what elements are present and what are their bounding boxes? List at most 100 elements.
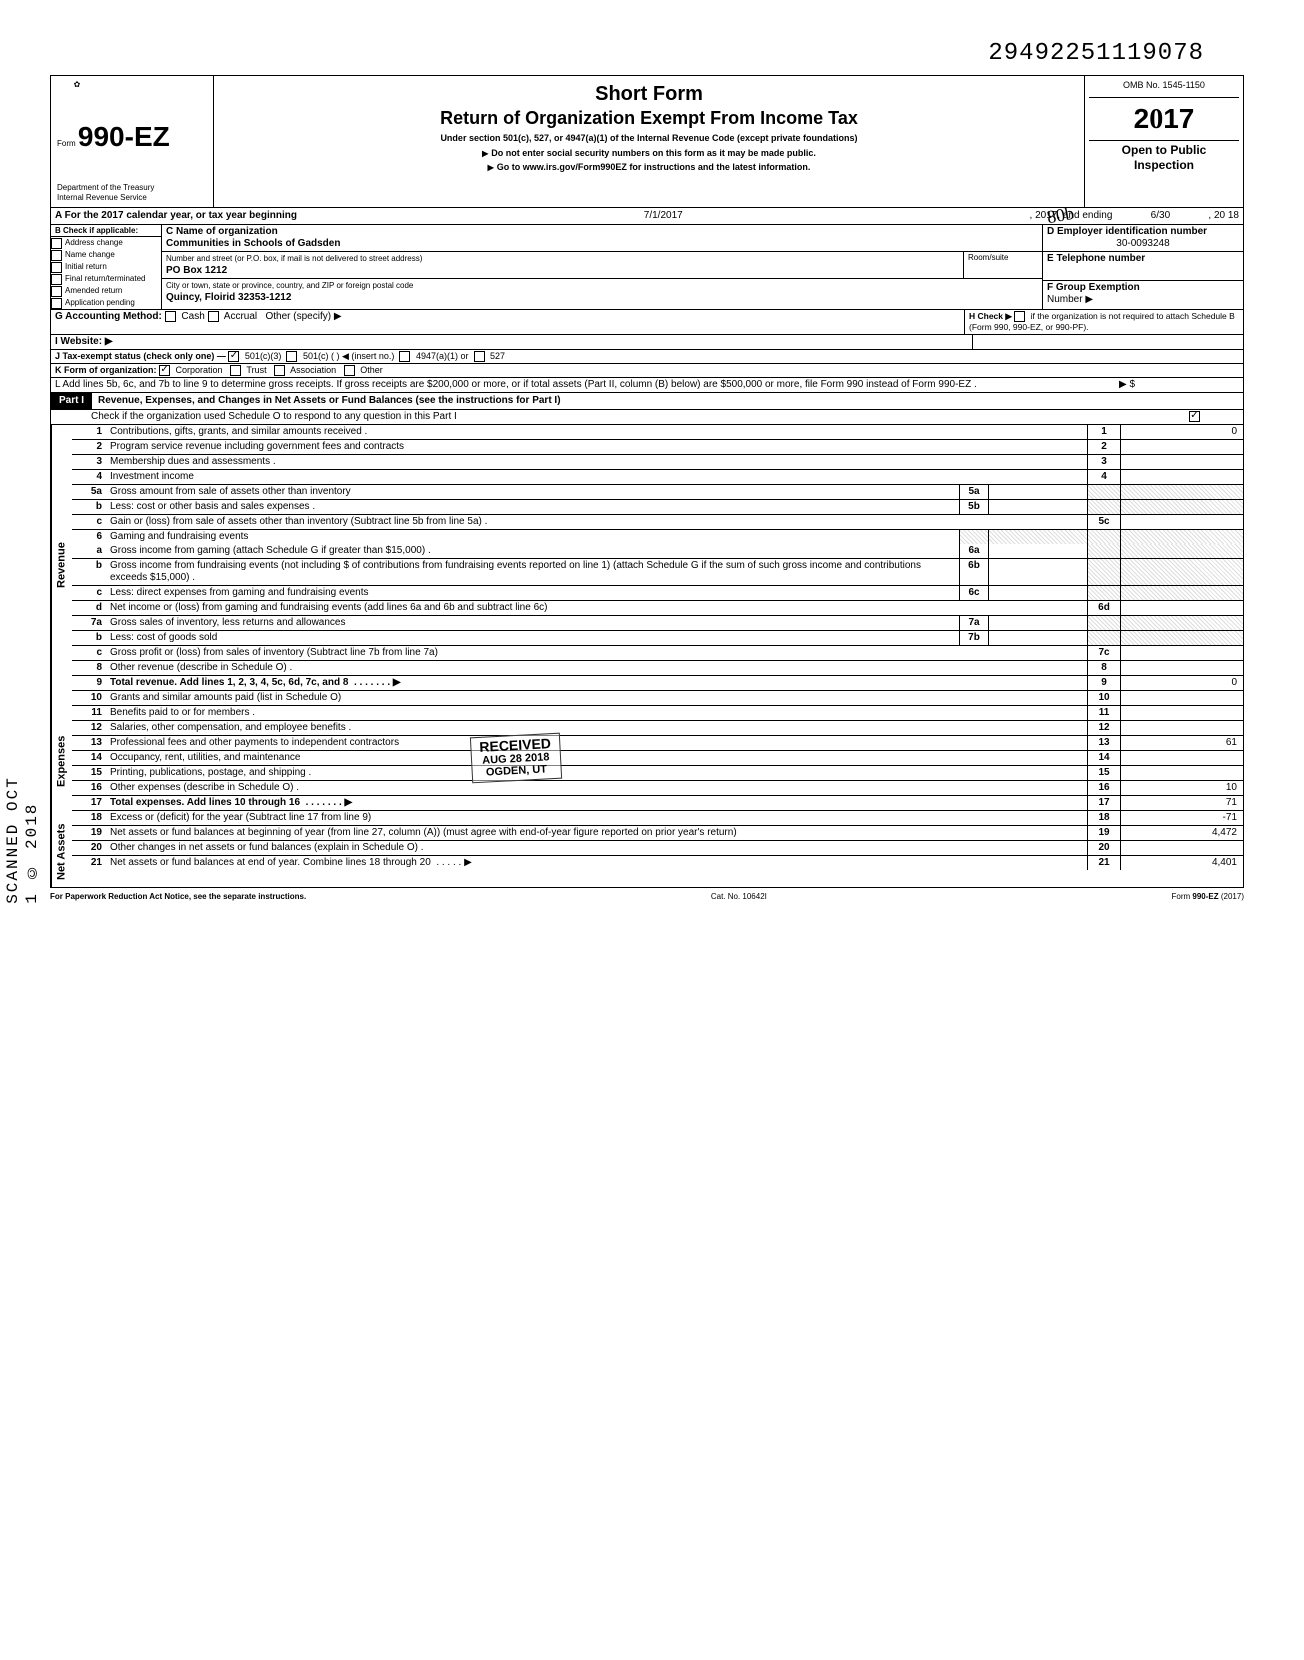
part1-label: Part I <box>51 393 92 409</box>
checkbox-corp[interactable] <box>159 365 170 376</box>
a-end2: , 20 18 <box>1204 208 1243 224</box>
checkbox-address[interactable] <box>51 238 62 249</box>
line-13-amt: 61 <box>1121 736 1243 750</box>
checkbox-cash[interactable] <box>165 311 176 322</box>
checkbox-initial[interactable] <box>51 262 62 273</box>
checkbox-schedo[interactable] <box>1189 411 1200 422</box>
line-5c-desc: Gain or (loss) from sale of assets other… <box>106 515 1088 529</box>
form-container: ✿ Form 990-EZ Department of the Treasury… <box>50 75 1244 888</box>
h-label: H Check ▶ <box>969 311 1012 321</box>
g-accrual: Accrual <box>224 311 257 322</box>
b-item-2: Initial return <box>65 262 107 272</box>
checkbox-name[interactable] <box>51 250 62 261</box>
g-cash: Cash <box>181 311 204 322</box>
line-18-desc: Excess or (deficit) for the year (Subtra… <box>106 811 1088 825</box>
i-label: I Website: ▶ <box>55 336 113 347</box>
line-6d-desc: Net income or (loss) from gaming and fun… <box>106 601 1088 615</box>
line-6c-desc: Less: direct expenses from gaming and fu… <box>106 586 959 600</box>
bcd-block: B Check if applicable: Address change Na… <box>51 225 1243 311</box>
checkbox-4947[interactable] <box>399 351 410 362</box>
line-9-amt: 0 <box>1121 676 1243 690</box>
side-expenses: Expenses <box>51 705 72 817</box>
addr-label: Number and street (or P.O. box, if mail … <box>166 254 422 263</box>
k-assoc: Association <box>290 365 336 375</box>
g-label: G Accounting Method: <box>55 311 162 322</box>
checkbox-501c[interactable] <box>286 351 297 362</box>
checkbox-final[interactable] <box>51 274 62 285</box>
j-c3: 501(c)(3) <box>245 351 282 361</box>
part1-title: Revenue, Expenses, and Changes in Net As… <box>92 393 1243 409</box>
line-4-desc: Investment income <box>106 470 1088 484</box>
k-trust: Trust <box>246 365 266 375</box>
irs-logo: ✿ <box>57 80 97 120</box>
footer-right: Form 990-EZ (2017) <box>1172 892 1244 902</box>
b-column: B Check if applicable: Address change Na… <box>51 225 162 310</box>
checkbox-assoc[interactable] <box>274 365 285 376</box>
b-item-0: Address change <box>65 238 123 248</box>
line-17-desc: Total expenses. Add lines 10 through 16 … <box>106 796 1088 810</box>
line-5b-desc: Less: cost or other basis and sales expe… <box>106 500 959 514</box>
line-17-amt: 71 <box>1121 796 1243 810</box>
line-19-amt: 4,472 <box>1121 826 1243 840</box>
line-15-desc: Printing, publications, postage, and shi… <box>106 766 1088 780</box>
line-6b-desc: Gross income from fundraising events (no… <box>106 559 959 585</box>
form-title: Return of Organization Exempt From Incom… <box>222 108 1076 130</box>
j-a1: 4947(a)(1) or <box>416 351 469 361</box>
stamp-80b: 80b <box>1045 203 1075 229</box>
dept-label: Department of the Treasury Internal Reve… <box>57 183 207 202</box>
footer-left: For Paperwork Reduction Act Notice, see … <box>50 892 306 902</box>
line-3-desc: Membership dues and assessments . <box>106 455 1088 469</box>
dln-number: 29492251119078 <box>50 40 1244 69</box>
line-20-desc: Other changes in net assets or fund bala… <box>106 841 1088 855</box>
f-sub: Number ▶ <box>1047 294 1093 305</box>
l-arrow: ▶ $ <box>1119 379 1239 391</box>
j-insert: ) ◀ (insert no.) <box>337 351 395 361</box>
scanned-stamp: SCANNED OCT 1 © 2018 <box>4 775 42 904</box>
footer: For Paperwork Reduction Act Notice, see … <box>50 890 1244 904</box>
inspection: Inspection <box>1089 158 1239 172</box>
checkbox-trust[interactable] <box>230 365 241 376</box>
footer-mid: Cat. No. 10642I <box>711 892 767 902</box>
line-10-desc: Grants and similar amounts paid (list in… <box>106 691 1088 705</box>
e-label: E Telephone number <box>1047 253 1145 264</box>
warn-ssn: Do not enter social security numbers on … <box>491 148 816 158</box>
l-text: L Add lines 5b, 6c, and 7b to line 9 to … <box>55 379 1119 391</box>
checkbox-501c3[interactable] <box>228 351 239 362</box>
line-21-desc: Net assets or fund balances at end of ye… <box>106 856 1088 870</box>
line-13-desc: Professional fees and other payments to … <box>106 736 1088 750</box>
checkbox-h[interactable] <box>1014 311 1025 322</box>
line-7a-desc: Gross sales of inventory, less returns a… <box>106 616 959 630</box>
checkbox-pending[interactable] <box>51 298 62 309</box>
checkbox-527[interactable] <box>474 351 485 362</box>
omb-number: OMB No. 1545-1150 <box>1089 80 1239 98</box>
line-8-desc: Other revenue (describe in Schedule O) . <box>106 661 1088 675</box>
part1-check-text: Check if the organization used Schedule … <box>91 411 1189 423</box>
f-label: F Group Exemption <box>1047 282 1140 293</box>
line-1-desc: Contributions, gifts, grants, and simila… <box>106 425 1088 439</box>
c-column: C Name of organization Communities in Sc… <box>162 225 1043 310</box>
b-item-3: Final return/terminated <box>65 274 145 284</box>
checkbox-amended[interactable] <box>51 286 62 297</box>
k-row: K Form of organization: Corporation Trus… <box>51 364 1243 378</box>
j-527: 527 <box>490 351 505 361</box>
j-label: J Tax-exempt status (check only one) — <box>55 351 226 361</box>
a-end: 6/30 <box>1116 208 1204 224</box>
g-other: Other (specify) ▶ <box>265 311 341 322</box>
line-6-desc: Gaming and fundraising events <box>106 530 959 544</box>
addr: PO Box 1212 <box>166 265 227 276</box>
line-5a-desc: Gross amount from sale of assets other t… <box>106 485 959 499</box>
city-label: City or town, state or province, country… <box>166 281 413 290</box>
j-row: J Tax-exempt status (check only one) — 5… <box>51 350 1243 364</box>
checkbox-accrual[interactable] <box>208 311 219 322</box>
tax-year: 20201717 <box>1089 102 1239 137</box>
d-label: D Employer identification number <box>1047 226 1207 237</box>
form-number: 990-EZ <box>78 121 170 152</box>
line-9-desc: Total revenue. Add lines 1, 2, 3, 4, 5c,… <box>106 676 1088 690</box>
checkbox-other[interactable] <box>344 365 355 376</box>
a-begin: 7/1/2017 <box>301 208 1026 224</box>
line-16-amt: 10 <box>1121 781 1243 795</box>
c-label: C Name of organization <box>166 226 278 237</box>
line-11-desc: Benefits paid to or for members . <box>106 706 1088 720</box>
line-16-desc: Other expenses (describe in Schedule O) … <box>106 781 1088 795</box>
line-12-desc: Salaries, other compensation, and employ… <box>106 721 1088 735</box>
